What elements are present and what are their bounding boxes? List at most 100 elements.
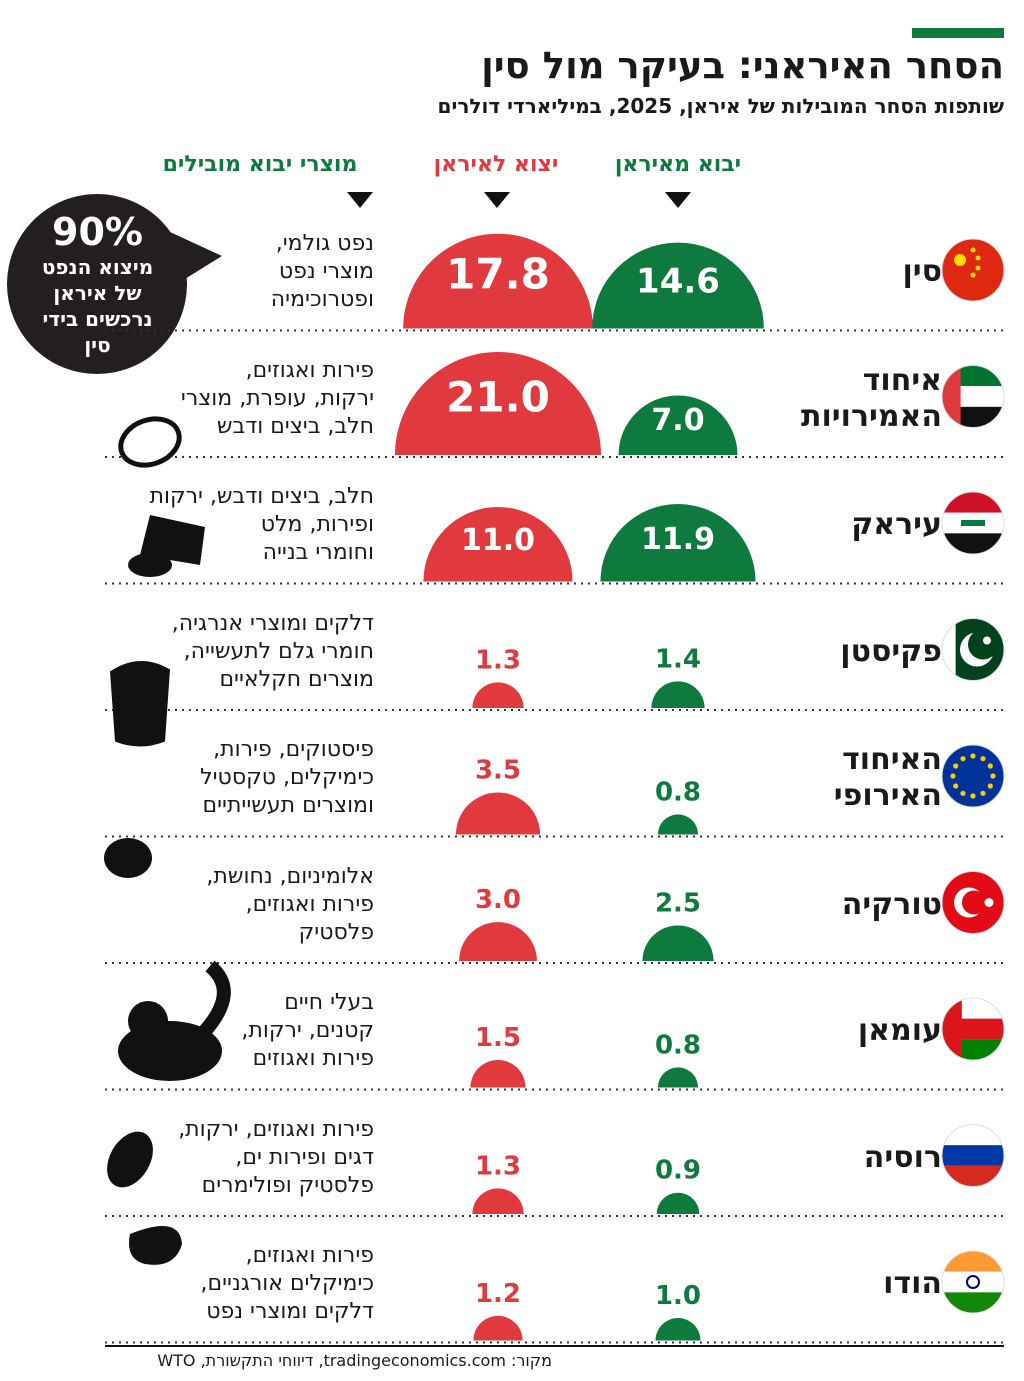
flag-outline [941, 238, 1005, 302]
column-header-products: מוצרי יבוא מובילים [162, 152, 358, 177]
pakistan-flag [942, 618, 1004, 681]
import-bar [657, 814, 699, 835]
product-line: ירקות, עופרת, מוצרי [180, 385, 374, 411]
flag-outline [941, 1124, 1005, 1187]
cement-bag-icon [140, 515, 205, 565]
flag-outline [941, 744, 1005, 808]
product-line: בעלי חיים [284, 990, 374, 1015]
export-bar [403, 233, 593, 329]
product-line: פירות ואגוזים, [245, 357, 374, 383]
product-line: פלסטיק [298, 919, 374, 945]
import-value-label: 1.4 [655, 644, 701, 674]
oman-flag [942, 998, 1004, 1060]
egg-icon [118, 416, 182, 468]
export-bar [472, 1188, 524, 1214]
turkey-flag [942, 871, 1004, 934]
iraq-flag [942, 492, 1004, 554]
russia-flag [942, 1124, 1004, 1187]
product-line: פירות ואגוזים, [245, 891, 374, 917]
flag-outline [941, 997, 1005, 1061]
country-name: טורקיה [841, 886, 942, 922]
export-value-label: 1.3 [475, 645, 521, 675]
product-line: אלומיניום, נחושת, [206, 863, 374, 889]
india-flag [942, 1251, 1004, 1313]
product-line: פירות ואגוזים, [245, 1243, 374, 1268]
export-bar [459, 922, 537, 961]
import-value-label: 14.6 [636, 261, 720, 301]
uae-flag [942, 365, 1004, 428]
product-line: קטנים, ירקות, [241, 1018, 374, 1043]
products-list: פירות ואגוזים, ירקות, עופרת, מוצרי חלב, בי… [181, 357, 374, 441]
country-name: עומאן [857, 1013, 942, 1048]
import-bar [600, 503, 756, 582]
product-line: פירות ואגוזים, ירקות, [178, 1116, 374, 1142]
product-line: פירות ואגוזים [252, 1046, 374, 1071]
callout-caption: מיצוא הנפט של איראן נרכשים בידי סין [41, 255, 154, 357]
cashew-icon [129, 1226, 182, 1265]
export-value-label: 1.2 [475, 1279, 521, 1309]
flag-outline [941, 1250, 1005, 1314]
country-name: פקיסטן [840, 633, 942, 669]
product-line: דלקים ומוצרי נפט [206, 1299, 374, 1324]
arrow-down-icon [484, 192, 510, 208]
export-value-label: 3.5 [475, 755, 521, 785]
callout-bubble [7, 194, 187, 374]
import-value-label: 7.0 [651, 403, 704, 438]
products-list: פיסטוקים, פירות, כימיקלים, טקסטיל ומוצרים … [200, 736, 374, 820]
import-bar [651, 681, 705, 708]
pistachio-icon [104, 838, 152, 878]
product-line: מוצרי נפט [278, 259, 374, 284]
grain-sack-icon [110, 660, 170, 747]
country-name-line: האירופי [833, 778, 942, 813]
arrow-down-icon [665, 192, 691, 208]
import-value-label: 11.9 [641, 522, 715, 557]
product-line: דלקים ומוצרי אנרגיה, [171, 610, 374, 636]
import-bar [657, 1067, 699, 1088]
import-bar [642, 925, 714, 961]
country-name: עיראק [851, 507, 942, 542]
products-list: בעלי חיים קטנים, ירקות, פירות ואגוזים [241, 989, 374, 1073]
arrow-down-icon [347, 192, 373, 208]
eu-flag [942, 745, 1004, 807]
accent-bar [912, 28, 1004, 38]
export-bar [470, 1060, 526, 1088]
products-list: חלב, ביצים ודבש, ירקות ופירות, מלט וחומרי … [150, 483, 374, 567]
import-value-label: 0.8 [655, 1030, 701, 1060]
export-value-label: 21.0 [446, 373, 550, 422]
product-line: חומרי גלם לתעשייה, [183, 638, 374, 664]
column-header-imports: יבוא מאיראן [614, 152, 742, 177]
flag-outline [941, 365, 1005, 428]
cat-tail-icon [199, 960, 231, 1036]
country-name-line: האמירויות [801, 398, 942, 434]
flag-outline [941, 871, 1005, 934]
import-value-label: 0.9 [655, 1156, 701, 1186]
callout-text: 90% מיצוא הנפט של איראן נרכשים בידי סין [10, 210, 185, 358]
cat-head-icon [128, 1001, 168, 1041]
cement-pile-icon [128, 553, 172, 577]
callout-percent: 90% [52, 210, 143, 254]
country-name-line: האיחוד [842, 742, 942, 777]
export-bar [395, 352, 601, 455]
import-bar [618, 395, 738, 455]
products-list: פירות ואגוזים, ירקות, דגים ופירות ים, פלסט… [178, 1116, 374, 1200]
product-line: וחומרי בנייה [262, 540, 374, 565]
product-line: ומוצרים תעשייתיים [202, 793, 374, 818]
country-name: רוסיה [863, 1139, 942, 1175]
country-name: הודו [883, 1266, 942, 1301]
export-value-label: 11.0 [461, 523, 535, 558]
product-line: כימיקלים אורגניים, [200, 1271, 374, 1296]
almond-icon [107, 1131, 153, 1188]
import-bar [592, 242, 764, 329]
product-line: פלסטיק ופולימרים [201, 1172, 374, 1198]
source-note: מקור: tradingeconomics.com, דיווחי התקשו… [157, 1351, 552, 1370]
export-bar [423, 507, 573, 582]
import-value-label: 1.0 [655, 1281, 701, 1311]
callout-pointer [170, 232, 222, 282]
country-name-line: איחוד [862, 362, 942, 398]
product-line: דגים ופירות ים, [235, 1144, 374, 1170]
flag-outline [941, 618, 1005, 681]
country-name: האיחוד האירופי [834, 742, 942, 814]
page-subtitle: שותפות הסחר המובילות של איראן, 2025, במי… [437, 94, 1004, 118]
product-line: חלב, ביצים ודבש, ירקות [149, 484, 374, 509]
